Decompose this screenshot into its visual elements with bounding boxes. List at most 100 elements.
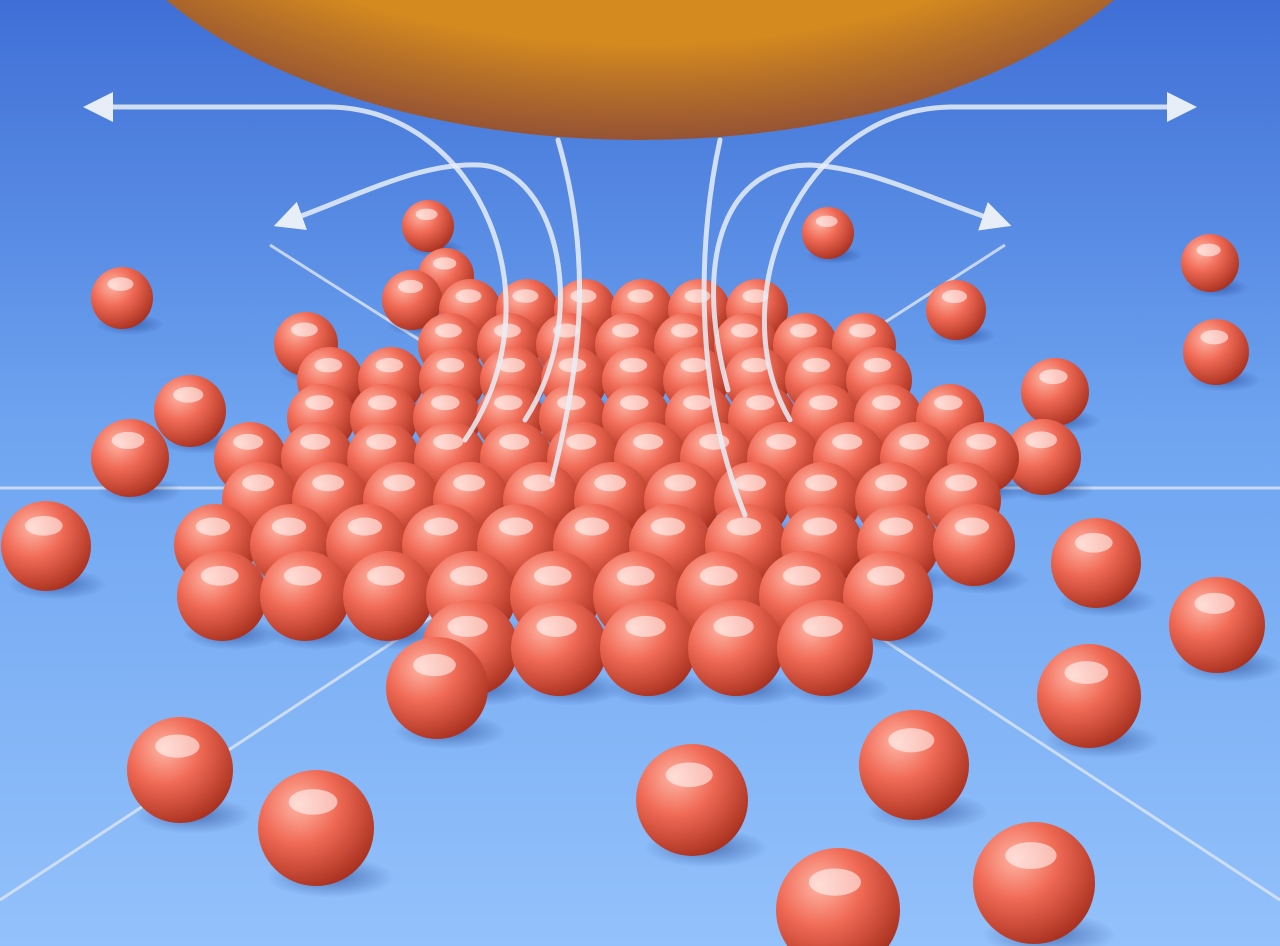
particle-sphere <box>127 717 233 823</box>
sphere-highlight <box>683 395 712 411</box>
sphere-highlight <box>650 517 686 536</box>
particle-sphere <box>636 744 748 856</box>
sphere-highlight <box>1200 329 1229 345</box>
particle-sphere <box>1181 234 1239 292</box>
sphere-highlight <box>366 565 405 586</box>
particle-sphere <box>1005 419 1081 495</box>
sphere-highlight <box>954 517 990 536</box>
sphere-highlight <box>523 474 556 492</box>
sphere-highlight <box>741 357 770 373</box>
sphere-highlight <box>1194 592 1235 614</box>
particle-sphere <box>402 200 454 252</box>
sphere-highlight <box>366 433 397 450</box>
sphere-highlight <box>447 615 488 637</box>
sphere-highlight <box>594 474 627 492</box>
sphere-highlight <box>809 395 838 411</box>
sphere-highlight <box>713 615 754 637</box>
sphere-highlight <box>664 474 697 492</box>
particle-sphere <box>177 551 267 641</box>
sphere-highlight <box>611 323 639 338</box>
sphere-highlight <box>499 433 530 450</box>
sphere-highlight <box>283 565 322 586</box>
sphere-highlight <box>498 517 534 536</box>
sphere-highlight <box>746 395 775 411</box>
sphere-highlight <box>433 433 464 450</box>
particle-sphere <box>859 710 969 820</box>
sphere-highlight <box>347 517 383 536</box>
sphere-highlight <box>966 433 997 450</box>
sphere-highlight <box>878 517 914 536</box>
sphere-highlight <box>866 565 905 586</box>
sphere-highlight <box>1039 369 1068 385</box>
flow-arrow <box>711 162 1012 393</box>
sphere-highlight <box>619 357 648 373</box>
sphere-highlight <box>449 565 488 586</box>
particle-sphere <box>777 600 873 696</box>
particle-sphere <box>343 551 433 641</box>
sphere-highlight <box>195 517 231 536</box>
sphere-highlight <box>415 208 438 221</box>
sphere-highlight <box>434 323 462 338</box>
flow-arrow <box>549 137 583 483</box>
particle-sphere <box>1021 358 1089 426</box>
sphere-highlight <box>536 615 577 637</box>
flow-arrow <box>701 137 748 518</box>
sphere-highlight <box>570 289 597 303</box>
sphere-highlight <box>875 474 908 492</box>
sphere-highlight <box>566 433 597 450</box>
sphere-highlight <box>1005 842 1057 869</box>
particle-sphere <box>258 770 374 886</box>
particle-sphere <box>926 280 986 340</box>
sphere-highlight <box>413 653 456 677</box>
sphere-highlight <box>242 474 275 492</box>
sphere-highlight <box>616 565 655 586</box>
sphere-highlight <box>808 868 861 896</box>
sphere-highlight <box>1074 532 1113 553</box>
sphere-highlight <box>455 289 482 303</box>
flow-arrows <box>83 92 1197 518</box>
particle-sphere <box>91 267 153 329</box>
sphere-highlight <box>734 474 767 492</box>
sphere-highlight <box>512 289 539 303</box>
sphere-highlight <box>730 323 758 338</box>
sphere-highlight <box>375 357 404 373</box>
sphere-highlight <box>314 357 343 373</box>
sphere-highlight <box>453 474 486 492</box>
particle-sphere <box>1 501 91 591</box>
sphere-highlight <box>233 433 264 450</box>
sphere-highlight <box>888 728 935 753</box>
sphere-highlight <box>200 565 239 586</box>
sphere-highlight <box>497 357 526 373</box>
sphere-highlight <box>557 395 586 411</box>
sphere-highlight <box>766 433 797 450</box>
sphere-highlight <box>368 395 397 411</box>
sphere-highlight <box>934 395 963 411</box>
particle-sphere <box>1037 644 1141 748</box>
flow-arrow <box>273 162 563 423</box>
sphere-highlight <box>620 395 649 411</box>
sphere-highlight <box>789 323 817 338</box>
sphere-highlight <box>627 289 654 303</box>
particle-sphere <box>600 600 696 696</box>
sphere-highlight <box>271 517 307 536</box>
sphere-highlight <box>670 323 698 338</box>
flow-arrow <box>761 92 1197 423</box>
flow-arrow <box>83 92 509 443</box>
sphere-highlight <box>941 289 968 304</box>
sphere-highlight <box>742 289 769 303</box>
sphere-highlight <box>1025 431 1058 449</box>
sphere-highlight <box>665 762 713 788</box>
sphere-highlight <box>533 565 572 586</box>
particle-sphere <box>973 822 1095 944</box>
sphere-highlight <box>633 433 664 450</box>
sphere-highlight <box>305 395 334 411</box>
sphere-highlight <box>312 474 345 492</box>
sphere-highlight <box>699 565 738 586</box>
probe-sphere <box>166 0 1114 140</box>
sphere-highlight <box>24 515 63 536</box>
sphere-highlight <box>397 279 424 294</box>
sphere-highlight <box>107 277 134 291</box>
sphere-highlight <box>899 433 930 450</box>
sphere-highlight <box>1196 243 1221 257</box>
